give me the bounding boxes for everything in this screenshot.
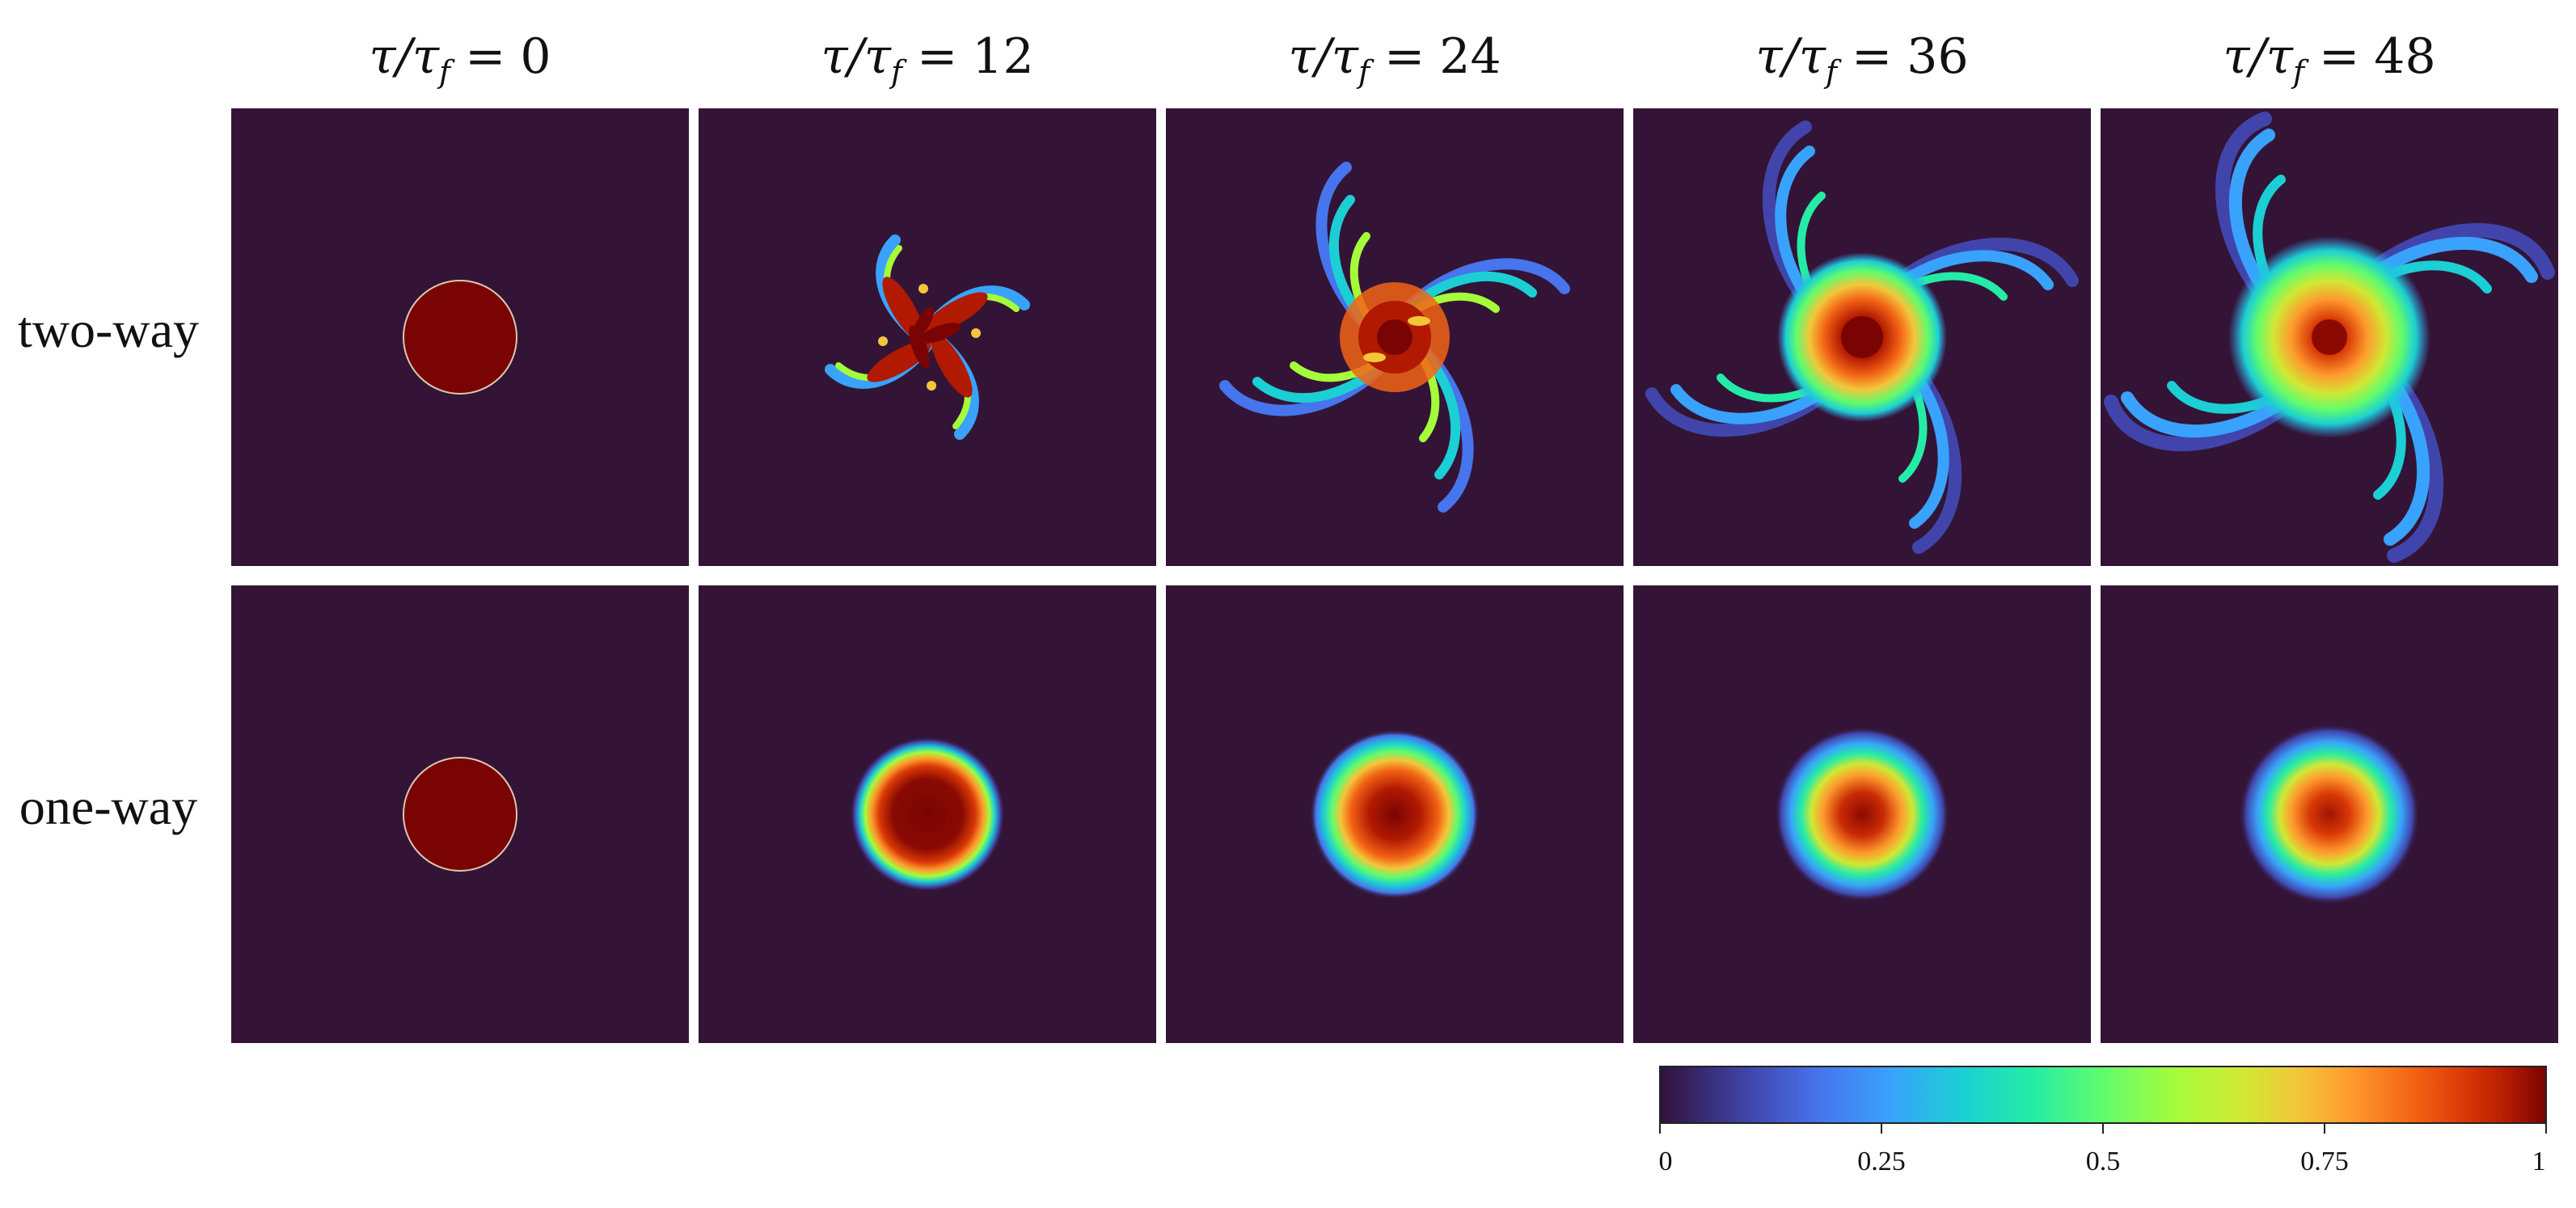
panel-two-way-t12 (699, 108, 1156, 566)
one-way-t36-field (1775, 727, 1949, 902)
two-way-t48-field (2104, 112, 2555, 563)
one-way-t0-field (403, 757, 517, 872)
header-value: 48 (2374, 28, 2436, 85)
header-subscript: f (439, 54, 451, 90)
panel-one-way-t0 (231, 585, 689, 1043)
colorbar-label-0.75: 0.75 (2300, 1147, 2349, 1176)
one-way-t24-field (1310, 729, 1480, 899)
colorbar-tick-0 (1659, 1122, 1661, 1134)
header-subscript: f (1358, 54, 1370, 90)
colorbar-tick-0.5 (2102, 1122, 2104, 1134)
panel-one-way-t12 (699, 585, 1156, 1043)
panel-one-way-t36 (1633, 585, 2091, 1043)
header-equals: = (465, 28, 506, 85)
panel-two-way-t0 (231, 108, 689, 566)
row-label-two-way: two-way (18, 301, 199, 358)
panel-two-way-t24 (1166, 108, 1624, 566)
column-header-36: τ/τf = 36 (1633, 16, 2091, 97)
colorbar-tick-1 (2545, 1122, 2547, 1134)
one-way-t12-field (850, 737, 1005, 892)
two-way-t24-field (1219, 162, 1570, 513)
column-header-48: τ/τf = 48 (2101, 16, 2558, 97)
colorbar-gradient (1659, 1066, 2547, 1124)
header-subscript: f (890, 54, 903, 90)
header-equals: = (2319, 28, 2360, 85)
row-label-one-way: one-way (19, 778, 198, 835)
header-symbol: τ/τ (821, 28, 891, 85)
panel-two-way-t36 (1633, 108, 2091, 566)
header-symbol: τ/τ (1288, 28, 1358, 85)
header-value: 12 (972, 28, 1034, 85)
header-value: 24 (1439, 28, 1501, 85)
header-symbol: τ/τ (1755, 28, 1826, 85)
header-value: 36 (1907, 28, 1969, 85)
header-value: 0 (520, 28, 551, 85)
colorbar-label-1: 1 (2532, 1147, 2546, 1176)
header-subscript: f (2292, 54, 2305, 90)
panel-one-way-t24 (1166, 585, 1624, 1043)
colorbar-tick-0.25 (1881, 1122, 1882, 1134)
panel-one-way-t48 (2101, 585, 2558, 1043)
header-equals: = (917, 28, 958, 85)
column-header-12: τ/τf = 12 (699, 16, 1156, 97)
colorbar: 0 0.25 0.5 0.75 1 (1659, 1066, 2547, 1176)
colorbar-tick-0.75 (2324, 1122, 2325, 1134)
colorbar-label-0.25: 0.25 (1857, 1147, 1906, 1176)
two-way-t36-field (1645, 120, 2079, 554)
header-symbol: τ/τ (369, 28, 440, 85)
two-way-t0-field (403, 280, 517, 395)
header-equals: = (1852, 28, 1893, 85)
one-way-t48-field (2239, 724, 2420, 905)
header-symbol: τ/τ (2223, 28, 2293, 85)
panel-two-way-t48 (2101, 108, 2558, 566)
column-header-24: τ/τf = 24 (1166, 16, 1624, 97)
column-header-0: τ/τf = 0 (231, 16, 689, 97)
colorbar-label-0.5: 0.5 (2085, 1147, 2121, 1176)
header-equals: = (1384, 28, 1425, 85)
header-subscript: f (1825, 54, 1838, 90)
two-way-t12-field (825, 234, 1030, 440)
colorbar-label-0: 0 (1658, 1147, 1673, 1176)
